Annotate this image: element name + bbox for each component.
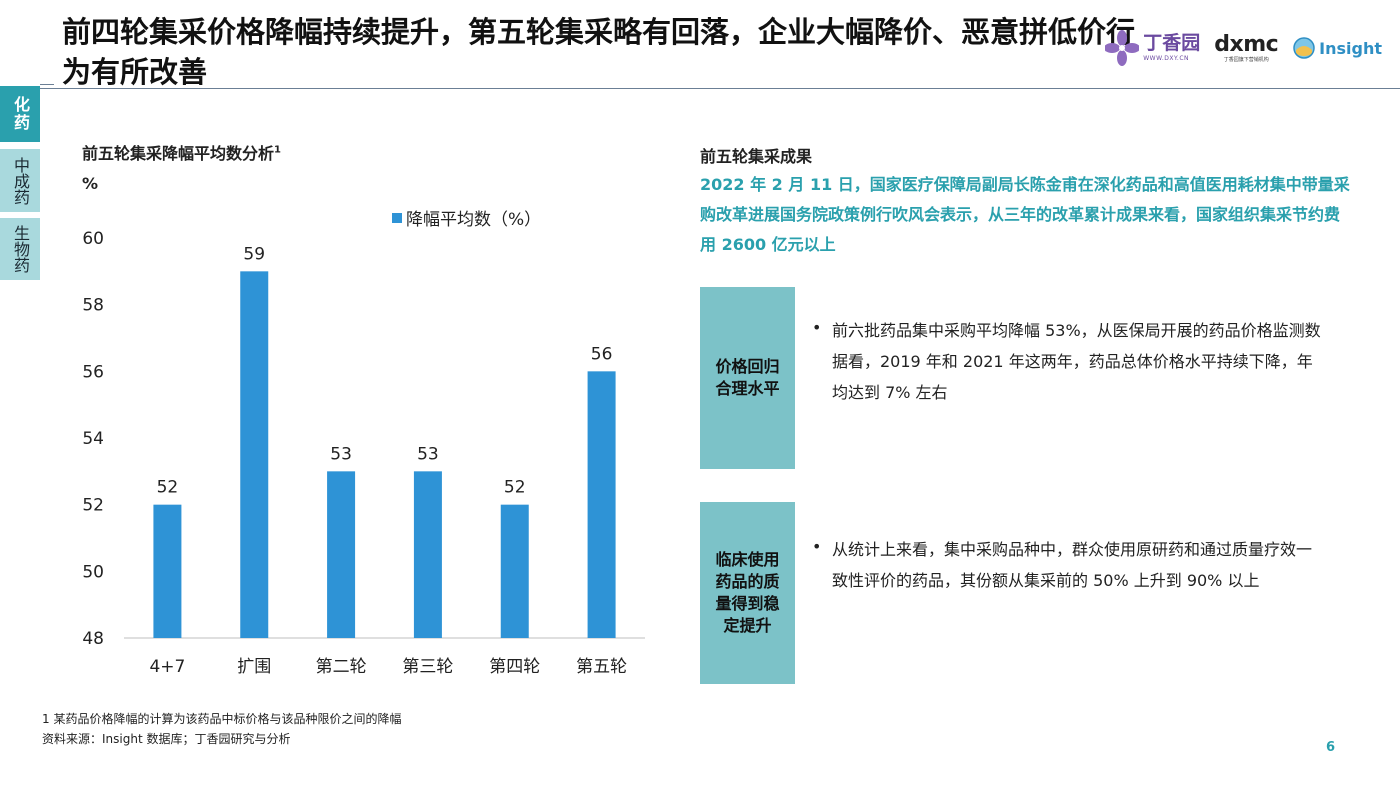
data-label: 53 bbox=[330, 444, 352, 464]
x-tick-label: 扩围 bbox=[237, 657, 271, 677]
result-label-box: 价格回归合理水平 bbox=[700, 287, 795, 469]
chart-legend: 降幅平均数（%） bbox=[392, 205, 541, 230]
x-tick-label: 第二轮 bbox=[316, 657, 367, 677]
results-title: 前五轮集采成果 bbox=[700, 147, 813, 166]
page-title: 前四轮集采价格降幅持续提升，第五轮集采略有回落，企业大幅降价、恶意拼低价行为有所… bbox=[62, 15, 1136, 89]
x-tick-label: 4+7 bbox=[149, 657, 185, 677]
dxmc-logo-sub: 丁香园旗下营销机构 bbox=[1223, 56, 1269, 63]
tab-connector bbox=[40, 84, 54, 85]
footnote: 1 某药品价格降幅的计算为该药品中标价格与该品种限价之间的降幅 bbox=[42, 712, 402, 726]
bar bbox=[413, 471, 442, 638]
y-tick-label: 50 bbox=[82, 562, 104, 582]
result-label: 临床使用药品的质量得到稳定提升 bbox=[715, 550, 780, 635]
insight-globe-icon bbox=[1293, 37, 1315, 59]
x-tick-label: 第四轮 bbox=[489, 657, 540, 677]
result-label: 价格回归合理水平 bbox=[715, 357, 780, 398]
dxy-logo-url: WWW.DXY.CN bbox=[1143, 55, 1190, 62]
y-axis-unit: % bbox=[82, 174, 99, 193]
logo-group: 丁香园 WWW.DXY.CN dxmc 丁香园旗下营销机构 Insight bbox=[1105, 26, 1382, 70]
result-row: 临床使用药品的质量得到稳定提升 • 从统计上来看，集中采购品种中，群众使用原研药… bbox=[700, 502, 1350, 684]
tab-biologic-drug[interactable]: 生物药 bbox=[0, 218, 40, 280]
y-tick-label: 58 bbox=[82, 296, 104, 316]
bar bbox=[240, 271, 269, 638]
x-tick-label: 第三轮 bbox=[402, 657, 453, 677]
footnote-marker: 1 bbox=[274, 144, 281, 156]
tab-chemical-drug[interactable]: 化药 bbox=[0, 86, 40, 142]
bar bbox=[500, 504, 529, 638]
data-source: 资料来源：Insight 数据库；丁香园研究与分析 bbox=[42, 732, 291, 746]
x-tick-label: 第五轮 bbox=[576, 657, 627, 677]
tab-label: 生物药 bbox=[11, 225, 30, 273]
bar bbox=[587, 371, 616, 638]
tab-label: 中成药 bbox=[11, 156, 30, 205]
dxmc-logo-text: dxmc bbox=[1214, 31, 1279, 57]
dxmc-logo: dxmc 丁香园旗下营销机构 bbox=[1214, 31, 1279, 63]
title-divider bbox=[0, 88, 1400, 89]
result-text: 从统计上来看，集中采购品种中，群众使用原研药和通过质量疗效一致性评价的药品，其份… bbox=[832, 540, 1313, 590]
bar-chart: 48 50 52 54 56 58 60 52 4+7 59 扩围 53 第二轮 53 第三轮 52 第四轮 56… bbox=[82, 229, 645, 677]
dxy-logo-text: 丁香园 bbox=[1143, 32, 1201, 54]
bar bbox=[327, 471, 356, 638]
result-label-box: 临床使用药品的质量得到稳定提升 bbox=[700, 502, 795, 684]
results-highlight: 2022 年 2 月 11 日，国家医疗保障局副局长陈金甫在深化药品和高值医用耗… bbox=[700, 175, 1350, 254]
page-number: 6 bbox=[1326, 740, 1336, 755]
legend-swatch bbox=[392, 212, 402, 223]
bar bbox=[153, 504, 182, 638]
tab-label: 化药 bbox=[11, 96, 30, 132]
bullet-icon: • bbox=[812, 537, 822, 556]
y-tick-label: 48 bbox=[82, 629, 104, 649]
dxy-logo: 丁香园 WWW.DXY.CN bbox=[1105, 30, 1200, 66]
insight-logo: Insight bbox=[1292, 36, 1382, 60]
y-tick-label: 56 bbox=[82, 362, 104, 382]
data-label: 52 bbox=[157, 478, 179, 498]
legend-label: 降幅平均数（%） bbox=[406, 210, 542, 230]
data-label: 59 bbox=[243, 244, 265, 264]
data-label: 56 bbox=[591, 344, 613, 364]
tab-chinese-patent-medicine[interactable]: 中成药 bbox=[0, 149, 40, 212]
data-label: 53 bbox=[417, 444, 439, 464]
flower-icon bbox=[1105, 30, 1140, 66]
y-tick-label: 54 bbox=[82, 429, 104, 449]
bullet-icon: • bbox=[812, 318, 822, 337]
result-text: 前六批药品集中采购平均降幅 53%，从医保局开展的药品价格监测数据看，2019 … bbox=[832, 321, 1321, 402]
y-tick-label: 60 bbox=[82, 229, 104, 249]
y-tick-label: 52 bbox=[82, 496, 104, 516]
insight-logo-text: Insight bbox=[1319, 38, 1382, 58]
data-label: 52 bbox=[504, 478, 526, 498]
chart-title: 前五轮集采降幅平均数分析1 bbox=[82, 144, 281, 163]
result-row: 价格回归合理水平 • 前六批药品集中采购平均降幅 53%，从医保局开展的药品价格… bbox=[700, 287, 1350, 469]
